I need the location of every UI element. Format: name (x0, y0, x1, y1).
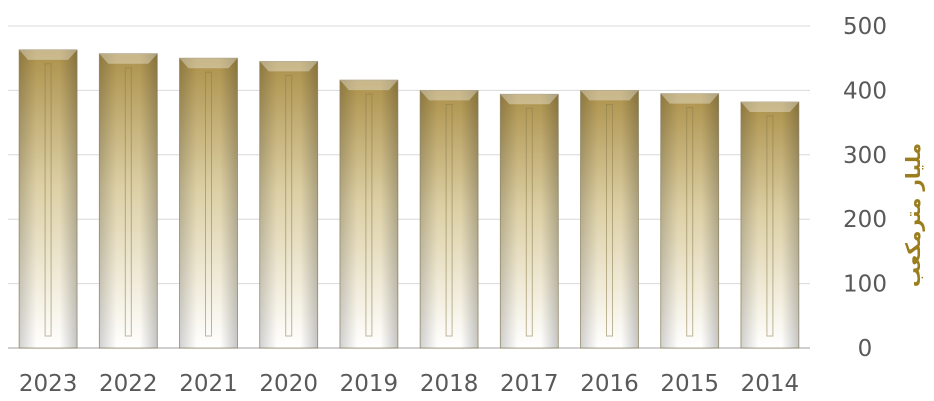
x-tick-label: 2016 (580, 371, 639, 397)
y-axis-labels: 0 100 200 300 400 500 (843, 14, 887, 362)
x-axis-labels: 2023 2022 2021 2020 2019 2018 2017 2016 2015 2014 (19, 371, 799, 397)
bar (499, 93, 559, 349)
y-tick-label: 400 (843, 78, 887, 104)
bar (580, 90, 639, 349)
bar (259, 61, 319, 349)
x-tick-label: 2021 (179, 371, 238, 397)
x-tick-label: 2022 (99, 371, 158, 397)
x-tick-label: 2017 (500, 371, 559, 397)
bar (740, 101, 800, 349)
y-tick-label: 100 (843, 272, 887, 298)
x-tick-label: 2020 (259, 371, 318, 397)
y-tick-label: 500 (843, 14, 887, 40)
x-tick-label: 2023 (19, 371, 78, 397)
x-tick-label: 2015 (660, 371, 719, 397)
y-tick-label: 300 (843, 143, 887, 169)
bar (660, 93, 720, 349)
x-tick-label: 2018 (420, 371, 479, 397)
bar (419, 90, 479, 349)
x-tick-label: 2019 (340, 371, 399, 397)
bars (18, 49, 800, 349)
y-axis-title: مليار مترمكعب (901, 143, 925, 287)
y-tick-label: 0 (858, 336, 873, 362)
y-tick-label: 200 (843, 207, 887, 233)
x-tick-label: 2014 (741, 371, 800, 397)
bar (18, 49, 78, 349)
bar (179, 57, 238, 349)
bar (98, 53, 158, 349)
bar (339, 79, 399, 349)
